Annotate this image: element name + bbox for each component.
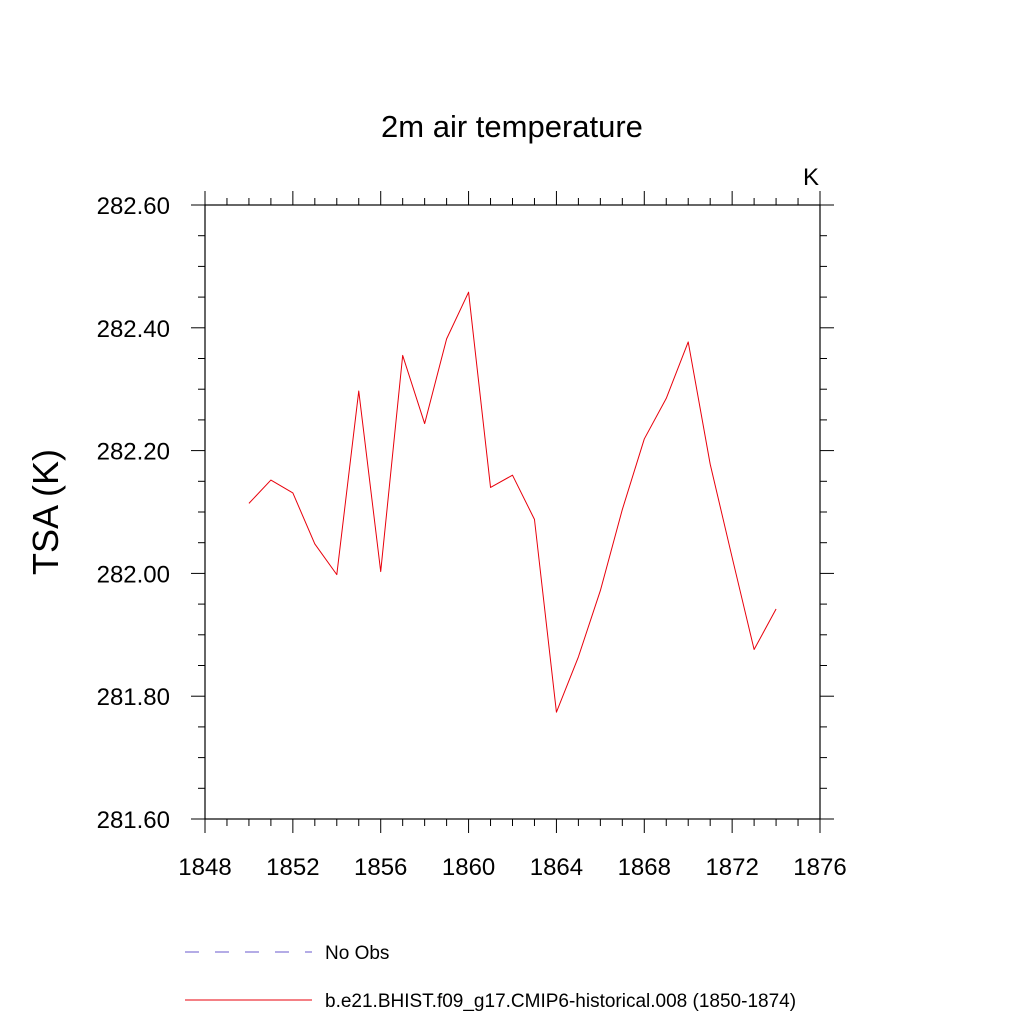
- tick-labels: 1848 1852 1856 1860 1864 1868 1872 1876 281.60 28…: [97, 193, 847, 881]
- x-tick-label: 1860: [442, 854, 495, 881]
- series-layer: [248, 291, 777, 713]
- y-tick-label: 282.00: [97, 561, 170, 588]
- x-tick-label: 1872: [705, 854, 758, 881]
- legend-label: No Obs: [325, 943, 389, 964]
- plot-frame: [204, 204, 821, 820]
- x-tick-label: 1848: [178, 854, 231, 881]
- chart-title: 2m air temperature: [381, 109, 643, 144]
- axis-ticks: [191, 191, 834, 833]
- y-axis-label: TSA (K): [25, 449, 66, 575]
- series-line: [248, 291, 777, 713]
- y-tick-label: 281.60: [97, 807, 170, 834]
- y-tick-label: 282.40: [97, 316, 170, 343]
- x-tick-label: 1876: [793, 854, 846, 881]
- y-tick-label: 282.60: [97, 193, 170, 220]
- legend: No Obs b.e21.BHIST.f09_g17.CMIP6-historic…: [185, 943, 796, 1012]
- x-tick-label: 1868: [618, 854, 671, 881]
- x-tick-label: 1856: [354, 854, 407, 881]
- y-tick-label: 281.80: [97, 684, 170, 711]
- y-tick-label: 282.20: [97, 439, 170, 466]
- x-tick-label: 1852: [266, 854, 319, 881]
- legend-label: b.e21.BHIST.f09_g17.CMIP6-historical.008…: [325, 991, 796, 1012]
- units-label: K: [803, 164, 819, 191]
- x-tick-label: 1864: [530, 854, 583, 881]
